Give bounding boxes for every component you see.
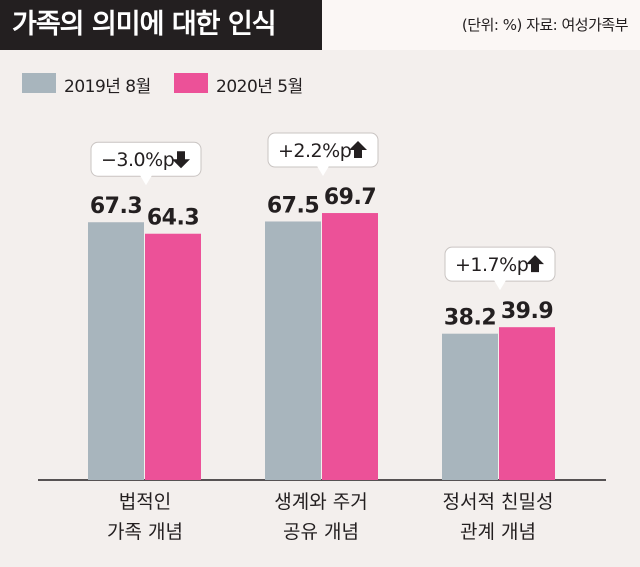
data-label: 67.5 (267, 193, 319, 218)
data-label: 38.2 (444, 306, 496, 331)
bar-2020 (145, 233, 201, 480)
legend-label-2020: 2020년 5월 (216, 77, 303, 97)
legend-swatch-2019 (22, 73, 56, 93)
category-label-line: 관계 개념 (460, 521, 536, 543)
category-label-line: 생계와 주거 (274, 491, 368, 513)
bar-2019 (442, 333, 498, 480)
category-label-line: 가족 개념 (107, 521, 183, 543)
category-label-line: 정서적 친밀성 (442, 491, 554, 513)
bar-2019 (88, 222, 144, 480)
data-label: 67.3 (90, 194, 142, 219)
arrow-up-icon (526, 255, 544, 273)
change-callout-text: +1.7%p (455, 254, 529, 276)
change-callout-text: +2.2%p (278, 140, 352, 162)
change-callout-text: −3.0%p (101, 149, 175, 171)
data-label: 69.7 (324, 185, 376, 210)
unit-and-source: (단위: %) 자료: 여성가족부 (461, 16, 629, 34)
arrow-down-icon (172, 151, 190, 169)
bar-2020 (322, 213, 378, 480)
change-callout-pointer (317, 166, 329, 177)
bar-2019 (265, 221, 321, 480)
category-label-line: 법적인 (118, 491, 172, 513)
bar-2020 (499, 327, 555, 480)
chart-title: 가족의 의미에 대한 인식 (0, 0, 322, 50)
category-label-livelihood-sharing: 생계와 주거 공유 개념 (221, 487, 421, 547)
legend-label-2019: 2019년 8월 (64, 77, 151, 97)
arrow-up-icon (349, 141, 367, 159)
category-label-emotional-intimacy: 정서적 친밀성 관계 개념 (398, 487, 598, 547)
change-callout-pointer (494, 280, 506, 291)
header-bar: 가족의 의미에 대한 인식 (단위: %) 자료: 여성가족부 (0, 0, 640, 50)
change-callout-pointer (140, 175, 152, 186)
data-label: 39.9 (501, 299, 553, 324)
category-label-legal-family: 법적인 가족 개념 (45, 487, 245, 547)
legend-swatch-2020 (174, 73, 208, 93)
data-label: 64.3 (147, 206, 199, 231)
category-label-line: 공유 개념 (283, 521, 359, 543)
